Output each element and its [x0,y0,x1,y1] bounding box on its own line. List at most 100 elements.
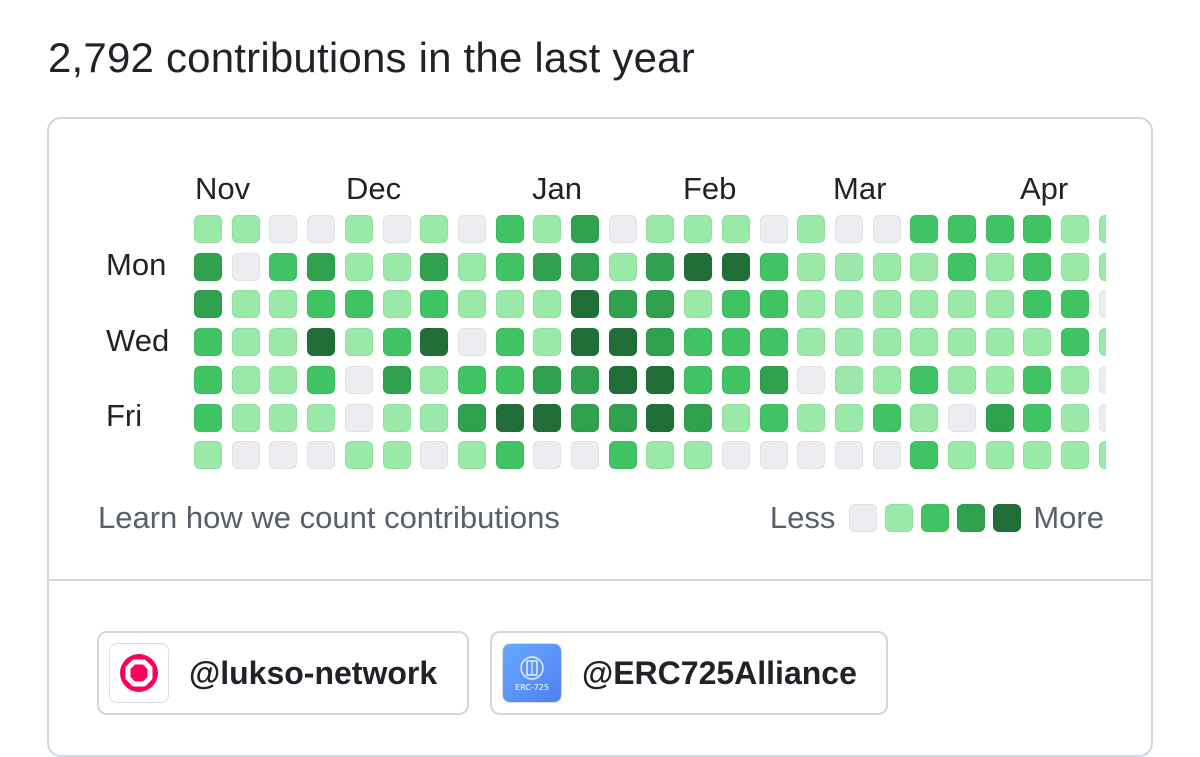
contribution-day-cell[interactable] [608,328,637,357]
contribution-day-cell[interactable] [646,252,675,281]
contribution-day-cell[interactable] [1023,252,1052,281]
contribution-day-cell[interactable] [646,403,675,432]
contribution-day-cell[interactable] [872,441,901,470]
contribution-day-cell[interactable] [910,441,939,470]
contribution-day-cell[interactable] [307,252,336,281]
contribution-day-cell[interactable] [307,290,336,319]
contribution-day-cell[interactable] [495,403,524,432]
contribution-day-cell[interactable] [420,365,449,394]
contribution-day-cell[interactable] [495,290,524,319]
contribution-day-cell[interactable] [495,441,524,470]
contribution-day-cell[interactable] [344,215,373,243]
contribution-day-cell[interactable] [420,403,449,432]
contribution-day-cell[interactable] [985,252,1014,281]
contribution-day-cell[interactable] [985,290,1014,319]
contribution-day-cell[interactable] [420,441,449,470]
contribution-day-cell[interactable] [759,403,788,432]
contribution-day-cell[interactable] [985,403,1014,432]
contribution-day-cell[interactable] [797,290,826,319]
contribution-day-cell[interactable] [571,215,599,243]
contribution-day-cell[interactable] [457,365,486,394]
contribution-day-cell[interactable] [834,403,863,432]
contribution-day-cell[interactable] [1098,365,1106,394]
contribution-day-cell[interactable] [1098,403,1106,432]
contribution-day-cell[interactable] [797,403,826,432]
org-badge-lukso-network[interactable]: @lukso-network [97,631,469,715]
contribution-day-cell[interactable] [344,365,373,394]
contribution-day-cell[interactable] [382,215,411,243]
contribution-day-cell[interactable] [1023,403,1052,432]
contribution-day-cell[interactable] [382,365,411,394]
contribution-day-cell[interactable] [269,441,298,470]
contribution-day-cell[interactable] [457,328,486,357]
contribution-day-cell[interactable] [1098,252,1106,281]
contribution-day-cell[interactable] [872,252,901,281]
contribution-day-cell[interactable] [194,215,222,243]
contribution-day-cell[interactable] [948,365,976,394]
contribution-day-cell[interactable] [684,365,713,394]
contribution-day-cell[interactable] [420,215,449,243]
contribution-day-cell[interactable] [834,328,863,357]
contribution-day-cell[interactable] [194,290,222,319]
contribution-day-cell[interactable] [382,290,411,319]
contribution-day-cell[interactable] [1023,441,1052,470]
contribution-day-cell[interactable] [194,365,222,394]
contribution-day-cell[interactable] [1061,215,1090,243]
contribution-day-cell[interactable] [231,365,260,394]
contribution-day-cell[interactable] [608,365,637,394]
contribution-day-cell[interactable] [646,290,675,319]
contribution-day-cell[interactable] [1061,328,1090,357]
contribution-day-cell[interactable] [684,290,713,319]
contribution-day-cell[interactable] [269,403,298,432]
contribution-day-cell[interactable] [910,252,939,281]
contribution-day-cell[interactable] [457,215,486,243]
contribution-day-cell[interactable] [985,441,1014,470]
contribution-day-cell[interactable] [797,215,826,243]
contribution-day-cell[interactable] [382,441,411,470]
contribution-day-cell[interactable] [231,441,260,470]
contribution-day-cell[interactable] [457,290,486,319]
contribution-day-cell[interactable] [344,290,373,319]
contribution-day-cell[interactable] [571,290,599,319]
contribution-day-cell[interactable] [269,252,298,281]
contribution-day-cell[interactable] [1061,252,1090,281]
contribution-day-cell[interactable] [344,328,373,357]
org-badge-erc725-alliance[interactable]: ERC-725 @ERC725Alliance [490,631,888,715]
contribution-day-cell[interactable] [1023,328,1052,357]
contribution-day-cell[interactable] [533,252,562,281]
contribution-day-cell[interactable] [382,252,411,281]
contribution-day-cell[interactable] [759,365,788,394]
contribution-day-cell[interactable] [495,328,524,357]
contribution-day-cell[interactable] [307,328,336,357]
contribution-day-cell[interactable] [684,328,713,357]
contribution-day-cell[interactable] [1061,290,1090,319]
contribution-day-cell[interactable] [948,328,976,357]
contribution-day-cell[interactable] [1098,441,1106,470]
contribution-day-cell[interactable] [872,403,901,432]
contribution-day-cell[interactable] [533,365,562,394]
contribution-day-cell[interactable] [344,441,373,470]
contribution-day-cell[interactable] [759,215,788,243]
contribution-day-cell[interactable] [910,215,939,243]
contribution-day-cell[interactable] [231,403,260,432]
contribution-day-cell[interactable] [382,403,411,432]
contribution-day-cell[interactable] [457,441,486,470]
contribution-day-cell[interactable] [420,290,449,319]
contribution-day-cell[interactable] [420,252,449,281]
contribution-day-cell[interactable] [533,328,562,357]
contribution-day-cell[interactable] [344,403,373,432]
contribution-day-cell[interactable] [646,441,675,470]
contribution-day-cell[interactable] [307,403,336,432]
contribution-day-cell[interactable] [1098,215,1106,243]
contribution-day-cell[interactable] [231,328,260,357]
contribution-day-cell[interactable] [194,403,222,432]
contribution-day-cell[interactable] [721,215,750,243]
contribution-day-cell[interactable] [872,365,901,394]
contribution-day-cell[interactable] [1061,403,1090,432]
contribution-day-cell[interactable] [872,290,901,319]
contribution-day-cell[interactable] [948,215,976,243]
contribution-day-cell[interactable] [608,215,637,243]
contribution-day-cell[interactable] [194,252,222,281]
contribution-day-cell[interactable] [1023,365,1052,394]
contribution-day-cell[interactable] [344,252,373,281]
